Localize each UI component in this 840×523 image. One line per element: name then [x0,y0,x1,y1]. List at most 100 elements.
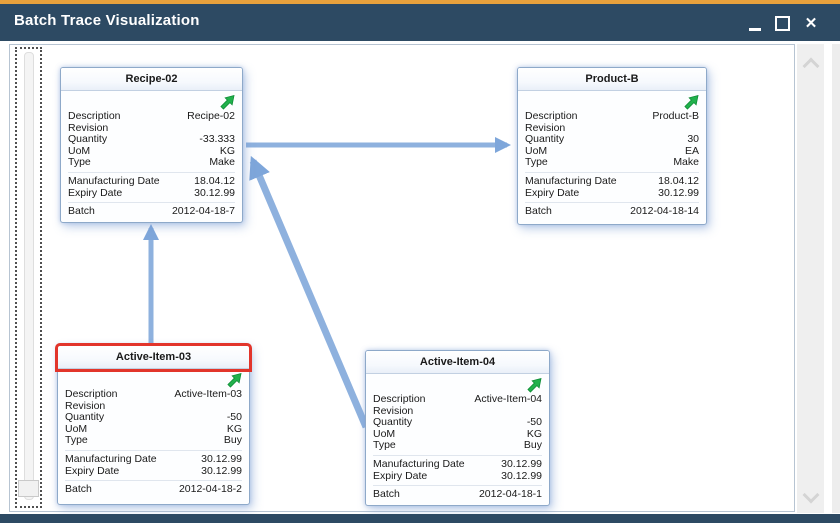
field-row: Quantity -50 [373,417,542,429]
field-row: Description Product-B [525,110,699,123]
field-value: 2012-04-18-2 [178,483,242,496]
titlebar: Batch Trace Visualization ✕ [0,4,840,41]
field-value: 30.12.99 [194,186,235,199]
field-label: Batch [65,483,92,496]
icon-row [525,93,699,111]
green-ne-arrow-icon[interactable] [683,95,699,110]
field-row: Batch 2012-04-18-1 [373,489,542,501]
icon-row [68,93,235,111]
green-ne-arrow-icon[interactable] [226,373,242,388]
field-label: Description [65,388,118,400]
node-title[interactable]: Recipe-02 [61,68,242,91]
separator [68,202,235,204]
field-value: EA [684,144,699,157]
slider-track [23,52,34,500]
field-label: Batch [373,488,400,501]
left-pan-slider[interactable] [15,47,42,508]
scroll-down-icon[interactable] [802,486,820,504]
node-body: Description Recipe-02 Revision Quantity -33.… [61,91,242,221]
field-label: UoM [373,427,396,440]
field-row: Manufacturing Date 30.12.99 [373,457,542,471]
field-label: Manufacturing Date [65,452,157,465]
vertical-scrollbar[interactable] [797,44,824,513]
field-value: 30.12.99 [501,469,542,482]
separator [525,171,699,173]
slider-thumb[interactable] [18,480,39,497]
node-card-active-item-04[interactable]: Active-Item-04 Description Active-Item-04 R… [365,350,550,506]
field-value: 2012-04-18-1 [478,488,542,501]
node-card-product-b[interactable]: Product-B Description Product-B Revision Qua… [517,67,707,225]
field-label: Batch [68,205,95,218]
close-button[interactable]: ✕ [804,15,818,32]
field-label: Quantity [525,133,565,146]
field-row: Manufacturing Date 18.04.12 [525,174,699,188]
field-value: 30.12.99 [201,464,242,477]
node-card-active-item-03[interactable]: Active-Item-03 Description Active-Item-03 R… [55,343,252,505]
field-label: Expiry Date [373,469,428,482]
field-label: Revision [68,121,109,134]
field-label: UoM [65,422,88,435]
field-value: -50 [226,411,242,424]
field-label: Quantity [373,416,413,429]
field-value: KG [226,422,242,435]
separator [525,202,699,204]
node-title[interactable]: Product-B [518,68,706,91]
field-row: Description Active-Item-03 [65,388,242,401]
field-row: Expiry Date 30.12.99 [68,186,235,200]
field-row: Expiry Date 30.12.99 [525,187,699,200]
field-row: Revision [525,122,699,135]
maximize-icon [774,15,790,31]
field-value: Product-B [652,110,699,122]
field-label: Revision [65,399,106,412]
field-row: Type Buy [65,435,242,447]
field-label: Type [68,156,91,169]
node-body: Description Product-B Revision Quantity 30 Uo… [518,91,706,221]
field-value: 2012-04-18-14 [630,205,699,218]
green-ne-arrow-icon[interactable] [526,378,542,393]
field-label: UoM [68,144,91,157]
field-row: Quantity -33.333 [68,134,235,146]
field-row: UoM KG [65,422,242,436]
field-row: Manufacturing Date 18.04.12 [68,175,235,188]
node-card-recipe-02[interactable]: Recipe-02 Description Recipe-02 Revision Qua… [60,67,243,223]
field-row: Quantity 30 [525,134,699,146]
scroll-up-icon[interactable] [802,57,820,75]
separator [65,449,242,451]
field-label: UoM [525,144,548,157]
separator [68,171,235,173]
field-value: Make [209,156,235,169]
node-title[interactable]: Active-Item-04 [366,351,549,374]
field-row: Type Make [525,157,699,169]
field-row: Description Recipe-02 [68,110,235,123]
field-value: 30.12.99 [201,452,242,465]
field-value: -33.333 [199,133,235,146]
field-value: Active-Item-03 [174,388,242,400]
maximize-button[interactable] [770,8,794,38]
field-value: Buy [523,439,542,452]
field-label: Type [525,156,548,169]
field-value: KG [526,427,542,440]
node-body: Description Active-Item-04 Revision Quantit… [366,374,549,504]
field-row: Type Make [68,157,235,169]
field-label: Revision [373,404,414,417]
separator [373,485,542,487]
field-label: Description [525,110,578,122]
green-ne-arrow-icon[interactable] [219,95,235,110]
field-label: Manufacturing Date [373,457,465,470]
minimize-button[interactable] [744,8,766,38]
field-row: UoM KG [68,144,235,158]
field-label: Manufacturing Date [525,174,617,187]
separator [65,480,242,482]
field-value: 30 [687,133,699,146]
field-row: Quantity -50 [65,412,242,424]
field-row: Revision [68,121,235,135]
field-label: Expiry Date [68,186,123,199]
field-value: 30.12.99 [501,457,542,470]
window-bottom-edge [0,514,840,523]
field-label: Type [65,434,88,447]
icon-row [65,371,242,389]
separator [373,454,542,456]
node-title[interactable]: Active-Item-03 [55,343,252,372]
field-value: Buy [223,434,242,447]
field-value: 2012-04-18-7 [171,205,235,218]
